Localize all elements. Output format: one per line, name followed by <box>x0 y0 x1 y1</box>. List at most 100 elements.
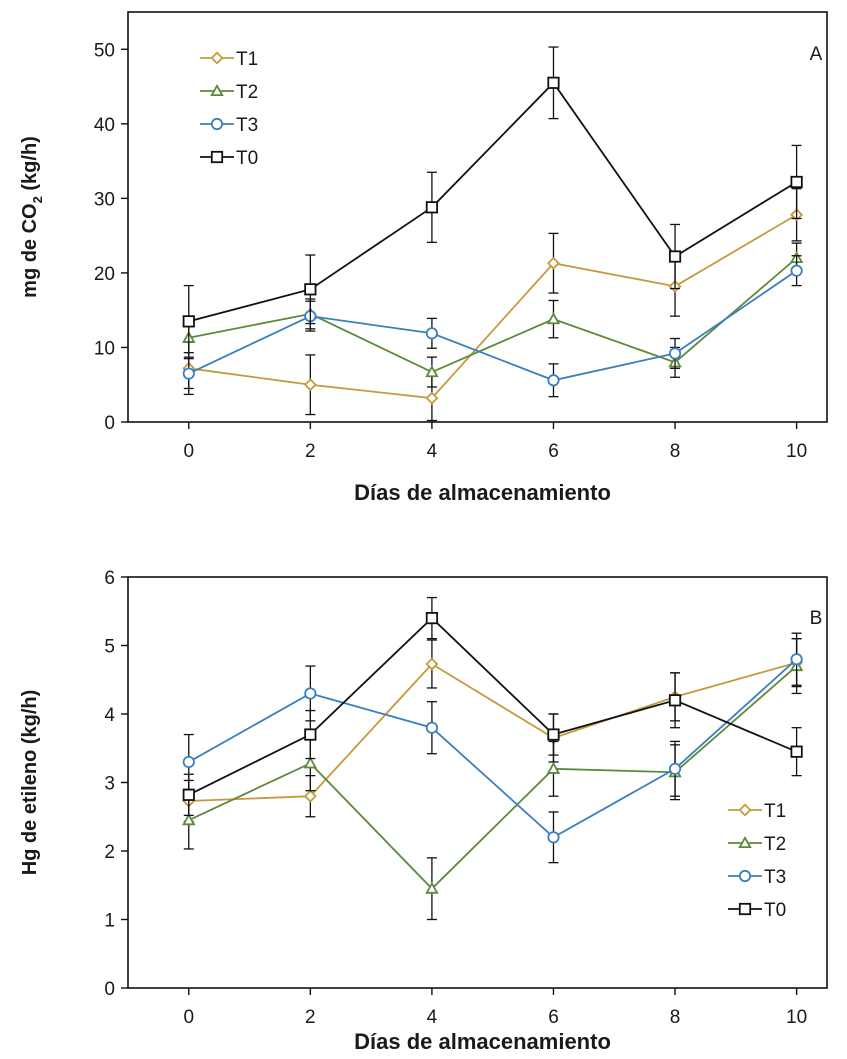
y-tick-label: 30 <box>94 189 115 210</box>
x-tick-label: 0 <box>183 441 194 462</box>
y-axis-label-unit: (kg/h) <box>19 136 41 196</box>
legend-marker <box>210 117 224 131</box>
series-t0 <box>182 46 803 358</box>
data-point <box>182 367 195 380</box>
legend-marker <box>210 51 224 65</box>
y-axis-label: Hg de etileno (kg/h) <box>19 690 41 876</box>
legend-label: T1 <box>236 49 258 70</box>
data-point <box>182 813 196 826</box>
data-point <box>425 201 439 214</box>
data-point <box>304 687 317 700</box>
series-t3 <box>182 632 803 864</box>
legend-label: T1 <box>764 801 786 822</box>
x-tick-label: 8 <box>670 1007 681 1028</box>
data-point <box>425 612 439 625</box>
data-point <box>425 327 439 340</box>
data-point <box>425 365 439 378</box>
series-line <box>188 213 798 400</box>
data-point <box>547 76 560 89</box>
series-line <box>188 81 798 323</box>
y-axis-label-main: mg de CO <box>19 203 41 297</box>
plot-frame <box>127 11 828 423</box>
series-t2 <box>182 242 804 388</box>
data-point <box>790 745 803 758</box>
series-t2 <box>182 638 804 921</box>
data-point <box>182 315 195 328</box>
data-point <box>425 391 439 405</box>
legend-label: T0 <box>236 148 258 169</box>
legend-marker <box>738 902 752 916</box>
data-point <box>790 175 803 189</box>
x-tick-label: 8 <box>670 441 681 462</box>
x-tick-label: 10 <box>786 441 807 462</box>
data-point <box>790 653 803 666</box>
legend-marker <box>738 803 752 817</box>
legend-marker <box>738 869 752 883</box>
x-axis-label: Días de almacenamiento <box>354 480 611 505</box>
legend: T1 T2 T3 T0 <box>728 801 786 921</box>
data-point <box>304 283 317 296</box>
x-axis-label: Días de almacenamiento <box>354 1029 611 1054</box>
x-tick-label: 2 <box>305 1007 316 1028</box>
data-point <box>182 755 195 769</box>
series-t1 <box>182 188 804 422</box>
data-point <box>547 374 560 387</box>
x-tick-label: 4 <box>427 441 438 462</box>
data-point <box>182 788 195 801</box>
y-tick-label: 1 <box>104 911 115 932</box>
plot-frame <box>127 576 828 989</box>
series-line <box>188 269 798 382</box>
legend-marker <box>210 83 224 97</box>
x-tick-label: 0 <box>183 1007 194 1028</box>
data-point <box>303 378 317 392</box>
x-tick-label: 4 <box>427 1007 438 1028</box>
y-tick-label: 4 <box>104 705 115 726</box>
data-point <box>668 347 682 360</box>
series-line <box>188 658 798 839</box>
data-point <box>546 312 561 325</box>
legend-label: T3 <box>764 867 786 888</box>
series-t3 <box>182 255 803 398</box>
series-line <box>188 616 797 796</box>
y-tick-label: 50 <box>94 40 115 61</box>
data-point <box>425 721 439 734</box>
y-tick-label: 0 <box>104 979 115 1000</box>
chart-panel-a: 0 10 20 30 40 50 0 2 4 6 8 10 Días de almacenamiento… <box>19 11 828 505</box>
y-tick-label: 2 <box>104 842 115 863</box>
series-t1 <box>182 638 804 823</box>
data-point <box>547 728 560 741</box>
data-point <box>790 264 803 277</box>
y-tick-label: 6 <box>104 568 115 589</box>
panel-letter: A <box>810 44 823 65</box>
data-point <box>303 756 318 769</box>
data-point <box>547 256 560 270</box>
data-point <box>425 881 439 894</box>
y-axis-label: mg de CO2 (kg/h) <box>19 136 45 298</box>
x-tick-label: 10 <box>786 1007 807 1028</box>
series-line <box>188 257 798 374</box>
legend: T1 T2 T3 T0 <box>200 49 258 169</box>
data-point <box>425 657 439 671</box>
x-tick-label: 2 <box>305 441 316 462</box>
data-point <box>668 762 682 775</box>
y-tick-label: 10 <box>94 338 115 359</box>
series-line <box>188 661 797 802</box>
data-point <box>547 831 560 844</box>
legend-marker <box>738 835 752 849</box>
x-tick-label: 6 <box>548 441 559 462</box>
y-tick-label: 40 <box>94 115 115 136</box>
y-axis-label-subscript: 2 <box>30 196 45 203</box>
legend-label: T3 <box>236 115 258 136</box>
data-point <box>668 250 682 263</box>
data-point <box>304 728 317 741</box>
y-tick-label: 3 <box>104 774 115 795</box>
legend-label: T0 <box>764 900 786 921</box>
data-point <box>546 761 561 774</box>
y-tick-label: 20 <box>94 264 115 285</box>
data-point <box>303 789 317 803</box>
series-line <box>188 665 798 890</box>
x-tick-label: 6 <box>548 1007 559 1028</box>
series-t0 <box>182 596 803 817</box>
legend-label: T2 <box>236 82 258 103</box>
